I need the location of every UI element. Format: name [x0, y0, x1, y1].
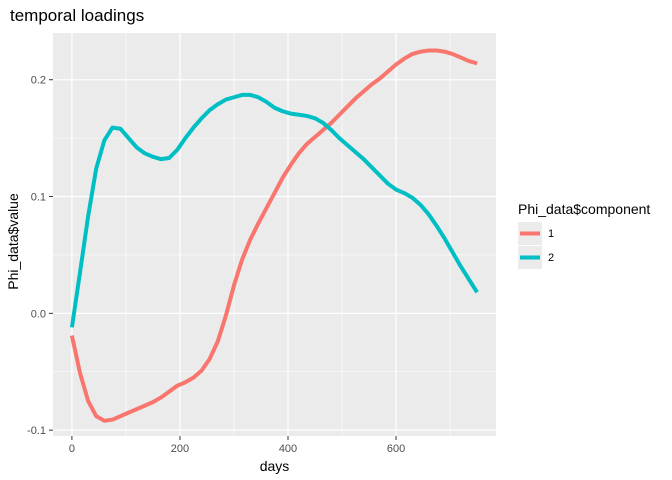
- legend-keys: 12: [518, 222, 554, 269]
- y-tick-label: 0.2: [31, 75, 46, 87]
- x-tick-label: 600: [387, 443, 405, 455]
- y-tick-label: 0.1: [31, 192, 46, 204]
- legend-label: 1: [548, 228, 554, 240]
- legend-label: 2: [548, 252, 554, 264]
- legend: Phi_data$component 12: [518, 201, 650, 269]
- x-tick-label: 200: [171, 443, 189, 455]
- y-axis-ticks: -0.1 0.0 0.1 0.2: [27, 75, 53, 437]
- x-axis-title: days: [260, 458, 290, 474]
- plot-panel: [53, 33, 496, 436]
- x-tick-label: 0: [69, 443, 75, 455]
- series-line-1: [69, 48, 478, 423]
- series-line-2: [69, 92, 479, 328]
- y-tick-label: -0.1: [27, 425, 46, 437]
- legend-title: Phi_data$component: [518, 201, 650, 217]
- chart-title: temporal loadings: [10, 6, 144, 25]
- y-axis-title: Phi_data$value: [5, 193, 21, 290]
- series-layer: [69, 48, 479, 423]
- y-tick-label: 0.0: [31, 308, 46, 320]
- x-axis-ticks: 0 200 400 600: [69, 436, 405, 455]
- x-tick-label: 400: [279, 443, 297, 455]
